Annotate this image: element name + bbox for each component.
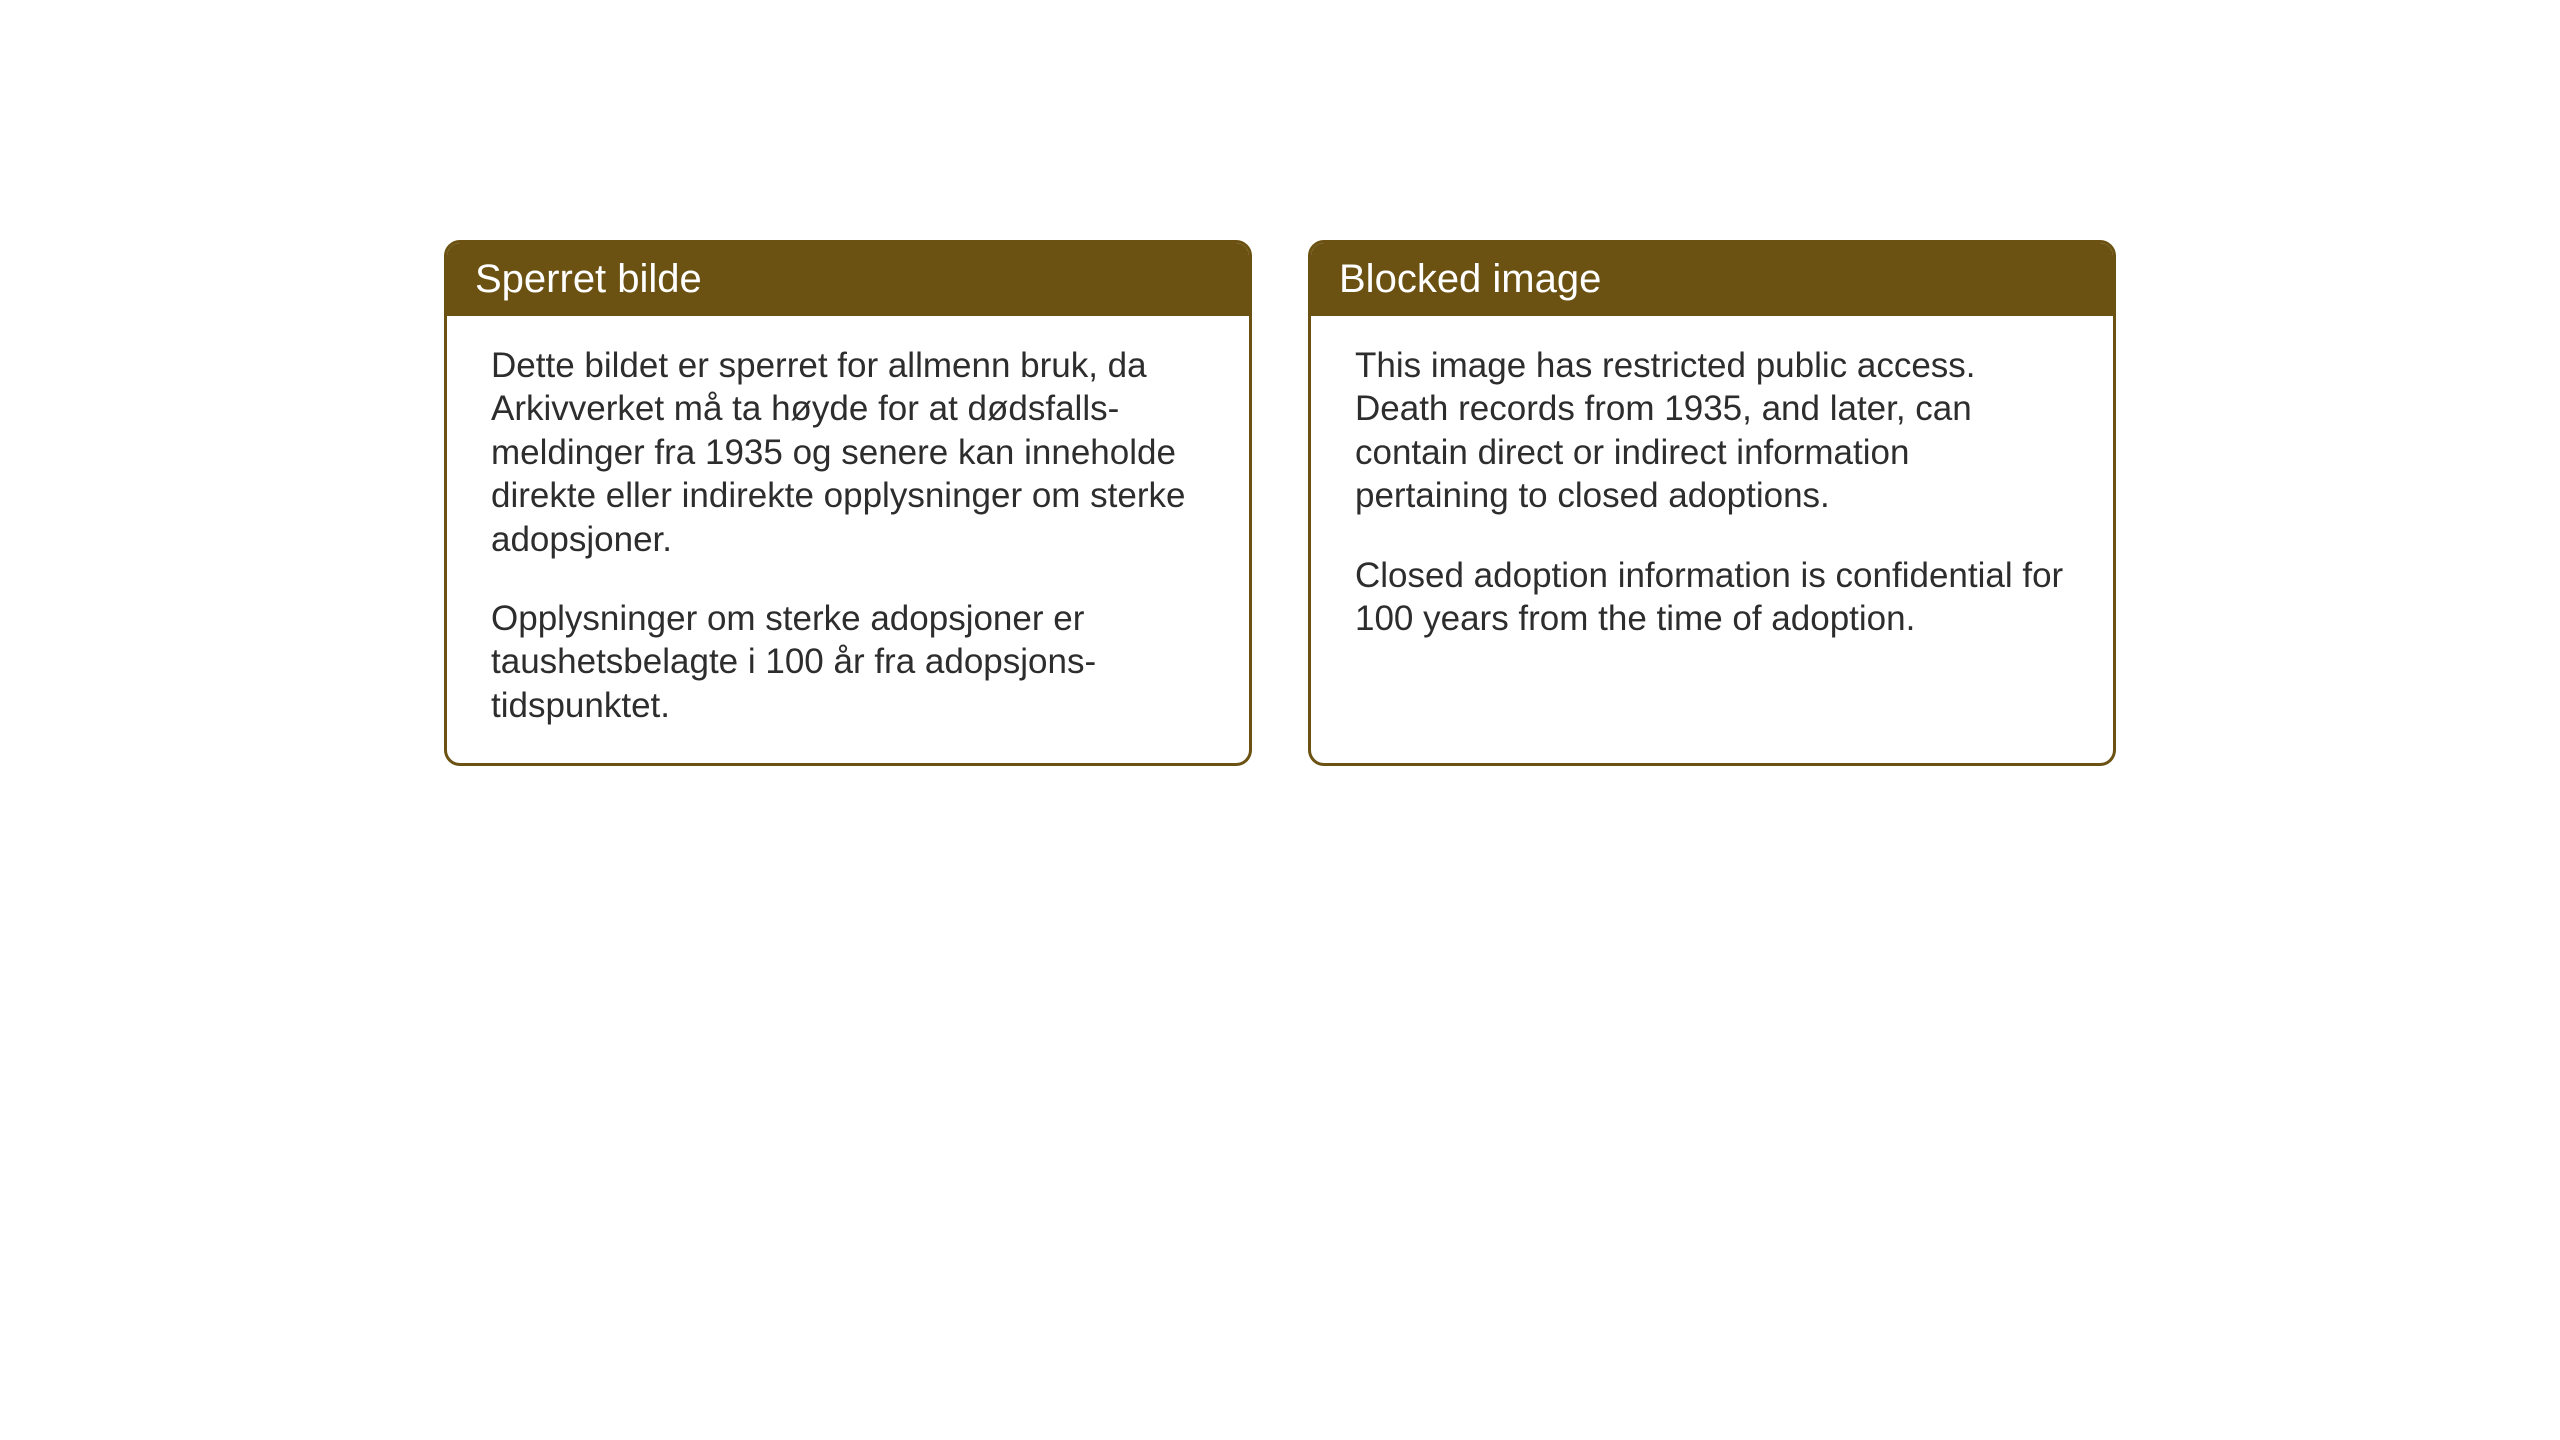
card-paragraph: Dette bildet er sperret for allmenn bruk…: [491, 344, 1205, 561]
card-paragraph: Opplysninger om sterke adopsjoner er tau…: [491, 597, 1205, 727]
card-paragraph: Closed adoption information is confident…: [1355, 554, 2069, 641]
card-body-norwegian: Dette bildet er sperret for allmenn bruk…: [447, 316, 1249, 763]
card-paragraph: This image has restricted public access.…: [1355, 344, 2069, 518]
card-header-english: Blocked image: [1311, 243, 2113, 316]
cards-container: Sperret bilde Dette bildet er sperret fo…: [444, 240, 2116, 766]
card-body-english: This image has restricted public access.…: [1311, 316, 2113, 676]
card-norwegian: Sperret bilde Dette bildet er sperret fo…: [444, 240, 1252, 766]
card-english: Blocked image This image has restricted …: [1308, 240, 2116, 766]
card-header-norwegian: Sperret bilde: [447, 243, 1249, 316]
